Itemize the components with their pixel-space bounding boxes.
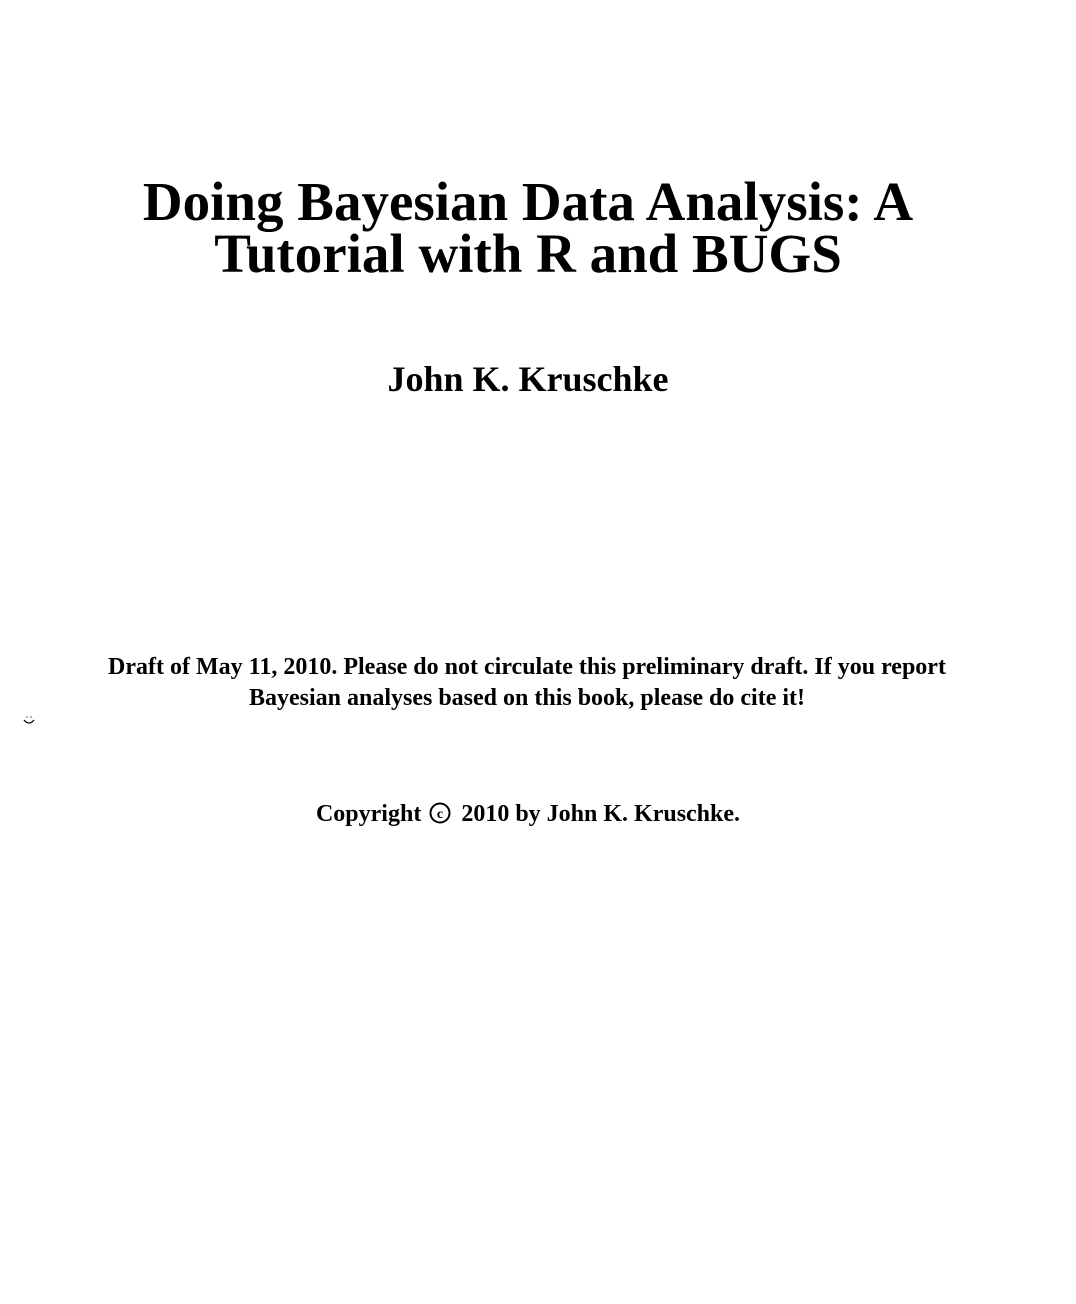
draft-notice-line-2: Bayesian analyses based on this book, pl… — [0, 683, 1054, 728]
book-title-line-2: Tutorial with R and BUGS — [214, 223, 842, 284]
draft-notice-line-2-text: Bayesian analyses based on this book, pl… — [248, 685, 806, 711]
copyright-notice: Copyright c 2010 by John K. Kruschke. — [0, 798, 1056, 830]
copyright-prefix: Copyright — [315, 801, 422, 827]
copyright-icon: c — [429, 802, 451, 824]
svg-text:c: c — [437, 807, 443, 822]
smiley-icon — [22, 714, 36, 728]
book-title-line-1: Doing Bayesian Data Analysis: A — [142, 171, 914, 232]
copyright-suffix: 2010 by John K. Kruschke. — [461, 801, 741, 827]
book-title: Doing Bayesian Data Analysis: A Tutorial… — [0, 171, 1056, 284]
draft-notice-line-1: Draft of May 11, 2010. Please do not cir… — [108, 654, 946, 680]
author-name: John K. Kruschke — [387, 359, 669, 399]
draft-notice: Draft of May 11, 2010. Please do not cir… — [0, 652, 1054, 728]
